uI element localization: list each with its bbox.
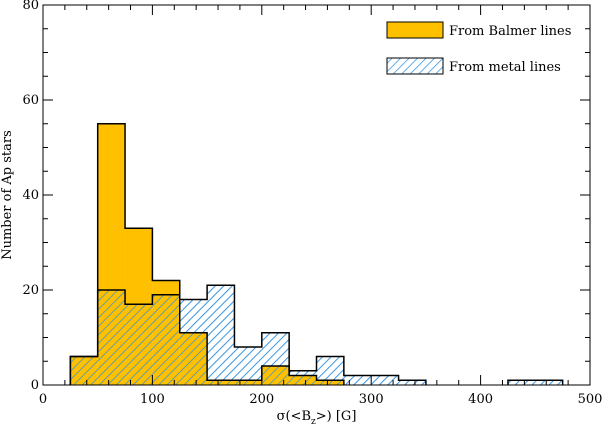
metal-hatch-overlay-6	[234, 347, 262, 385]
legend-swatch-metal	[386, 57, 444, 75]
x-tick-label: 300	[359, 392, 384, 407]
balmer-outline	[69, 123, 345, 385]
x-axis-label: σ(<Bz>) [G]	[277, 409, 357, 426]
metal-hatch-overlay-0	[70, 356, 98, 385]
metal-hatch-overlay-1	[97, 290, 126, 385]
ticks-layer: 0 100 200 300 400 500 0 20 40 60 80	[22, 0, 602, 407]
legend-label-balmer: From Balmer lines	[449, 24, 571, 39]
y-axis-label: Number of Ap stars	[0, 130, 15, 260]
y-tick-label: 20	[22, 283, 39, 298]
x-axis-label-suffix: >) [G]	[316, 409, 357, 424]
x-tick-label: 400	[468, 392, 493, 407]
y-tick-label: 80	[22, 0, 39, 13]
y-tick-label: 0	[31, 378, 39, 393]
x-tick-label: 0	[39, 392, 47, 407]
metal-hatch-overlay-10	[343, 375, 372, 385]
metal-hatch-overlay-4	[179, 299, 208, 385]
metal-hatch-overlay-13	[507, 380, 536, 385]
metal-hatch-overlay-2	[125, 304, 153, 385]
x-axis-label-subscript: z	[311, 417, 316, 426]
x-axis-label-prefix: σ(<B	[277, 409, 311, 424]
x-tick-label: 500	[578, 392, 602, 407]
metal-hatch-overlay-14	[535, 380, 563, 385]
metal-hatch-overlay-3	[152, 294, 180, 385]
bars-layer	[69, 123, 564, 385]
y-tick-label: 60	[22, 93, 39, 108]
y-tick-label: 40	[22, 188, 39, 203]
x-tick-label: 200	[249, 392, 274, 407]
metal-hatch-overlay-12	[398, 380, 426, 385]
metal-hatch-overlay-8	[289, 370, 317, 385]
metal-hatch-overlay-11	[371, 375, 399, 385]
metal-outline	[69, 284, 564, 385]
metal-hatch-overlay-7	[261, 332, 290, 385]
legend-label-metal: From metal lines	[449, 60, 561, 75]
legend: From Balmer lines From metal lines	[386, 21, 571, 75]
legend-swatch-balmer	[386, 21, 444, 39]
metal-hatch-overlay-5	[207, 285, 235, 385]
x-tick-label: 100	[140, 392, 165, 407]
